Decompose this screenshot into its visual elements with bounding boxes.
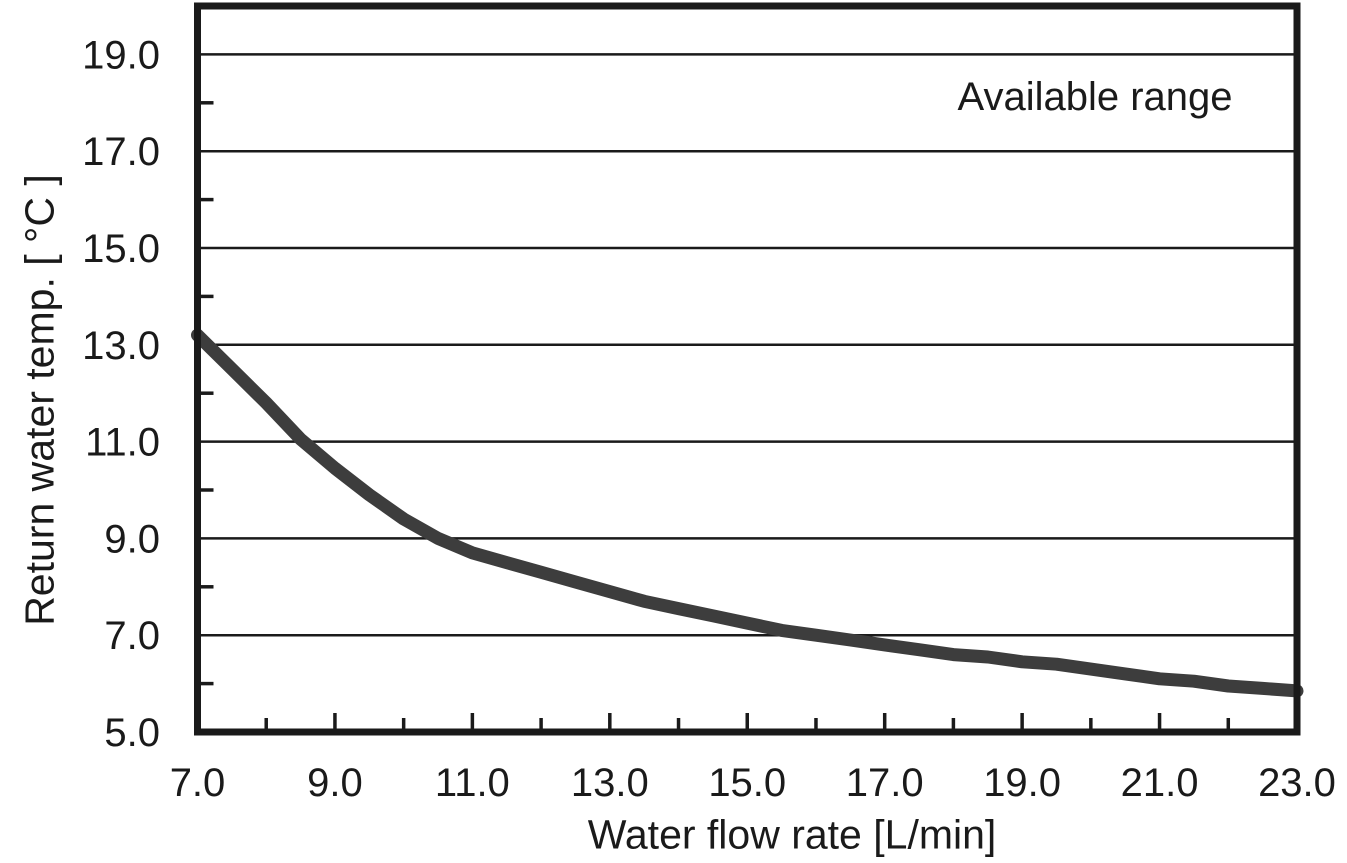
x-axis-title: Water flow rate [L/min] [587,811,997,858]
x-tick-label: 7.0 [170,761,226,805]
x-tick-label: 21.0 [1121,761,1199,805]
y-tick-label: 11.0 [85,421,160,465]
x-tick-label: 23.0 [1258,761,1336,805]
plot-frame [194,2,1301,736]
x-tick-label: 19.0 [983,761,1061,805]
y-tick-label: 7.0 [104,614,160,658]
y-tick-label: 17.0 [82,130,160,174]
available-range-annotation: Available range [957,75,1233,119]
y-tick-label: 5.0 [104,711,160,755]
available-range-curve [191,328,1304,698]
y-tick-label: 19.0 [82,33,160,77]
x-tick-label: 15.0 [708,761,786,805]
y-tick-label: 15.0 [82,227,160,271]
x-tick-label: 9.0 [307,761,363,805]
x-tick-label: 11.0 [435,761,510,805]
y-tick-label: 9.0 [104,517,160,561]
y-axis-title: Return water temp. [ °C ] [16,174,63,626]
y-tick-label: 13.0 [82,324,160,368]
x-tick-label: 17.0 [846,761,924,805]
x-tick-label: 13.0 [571,761,649,805]
